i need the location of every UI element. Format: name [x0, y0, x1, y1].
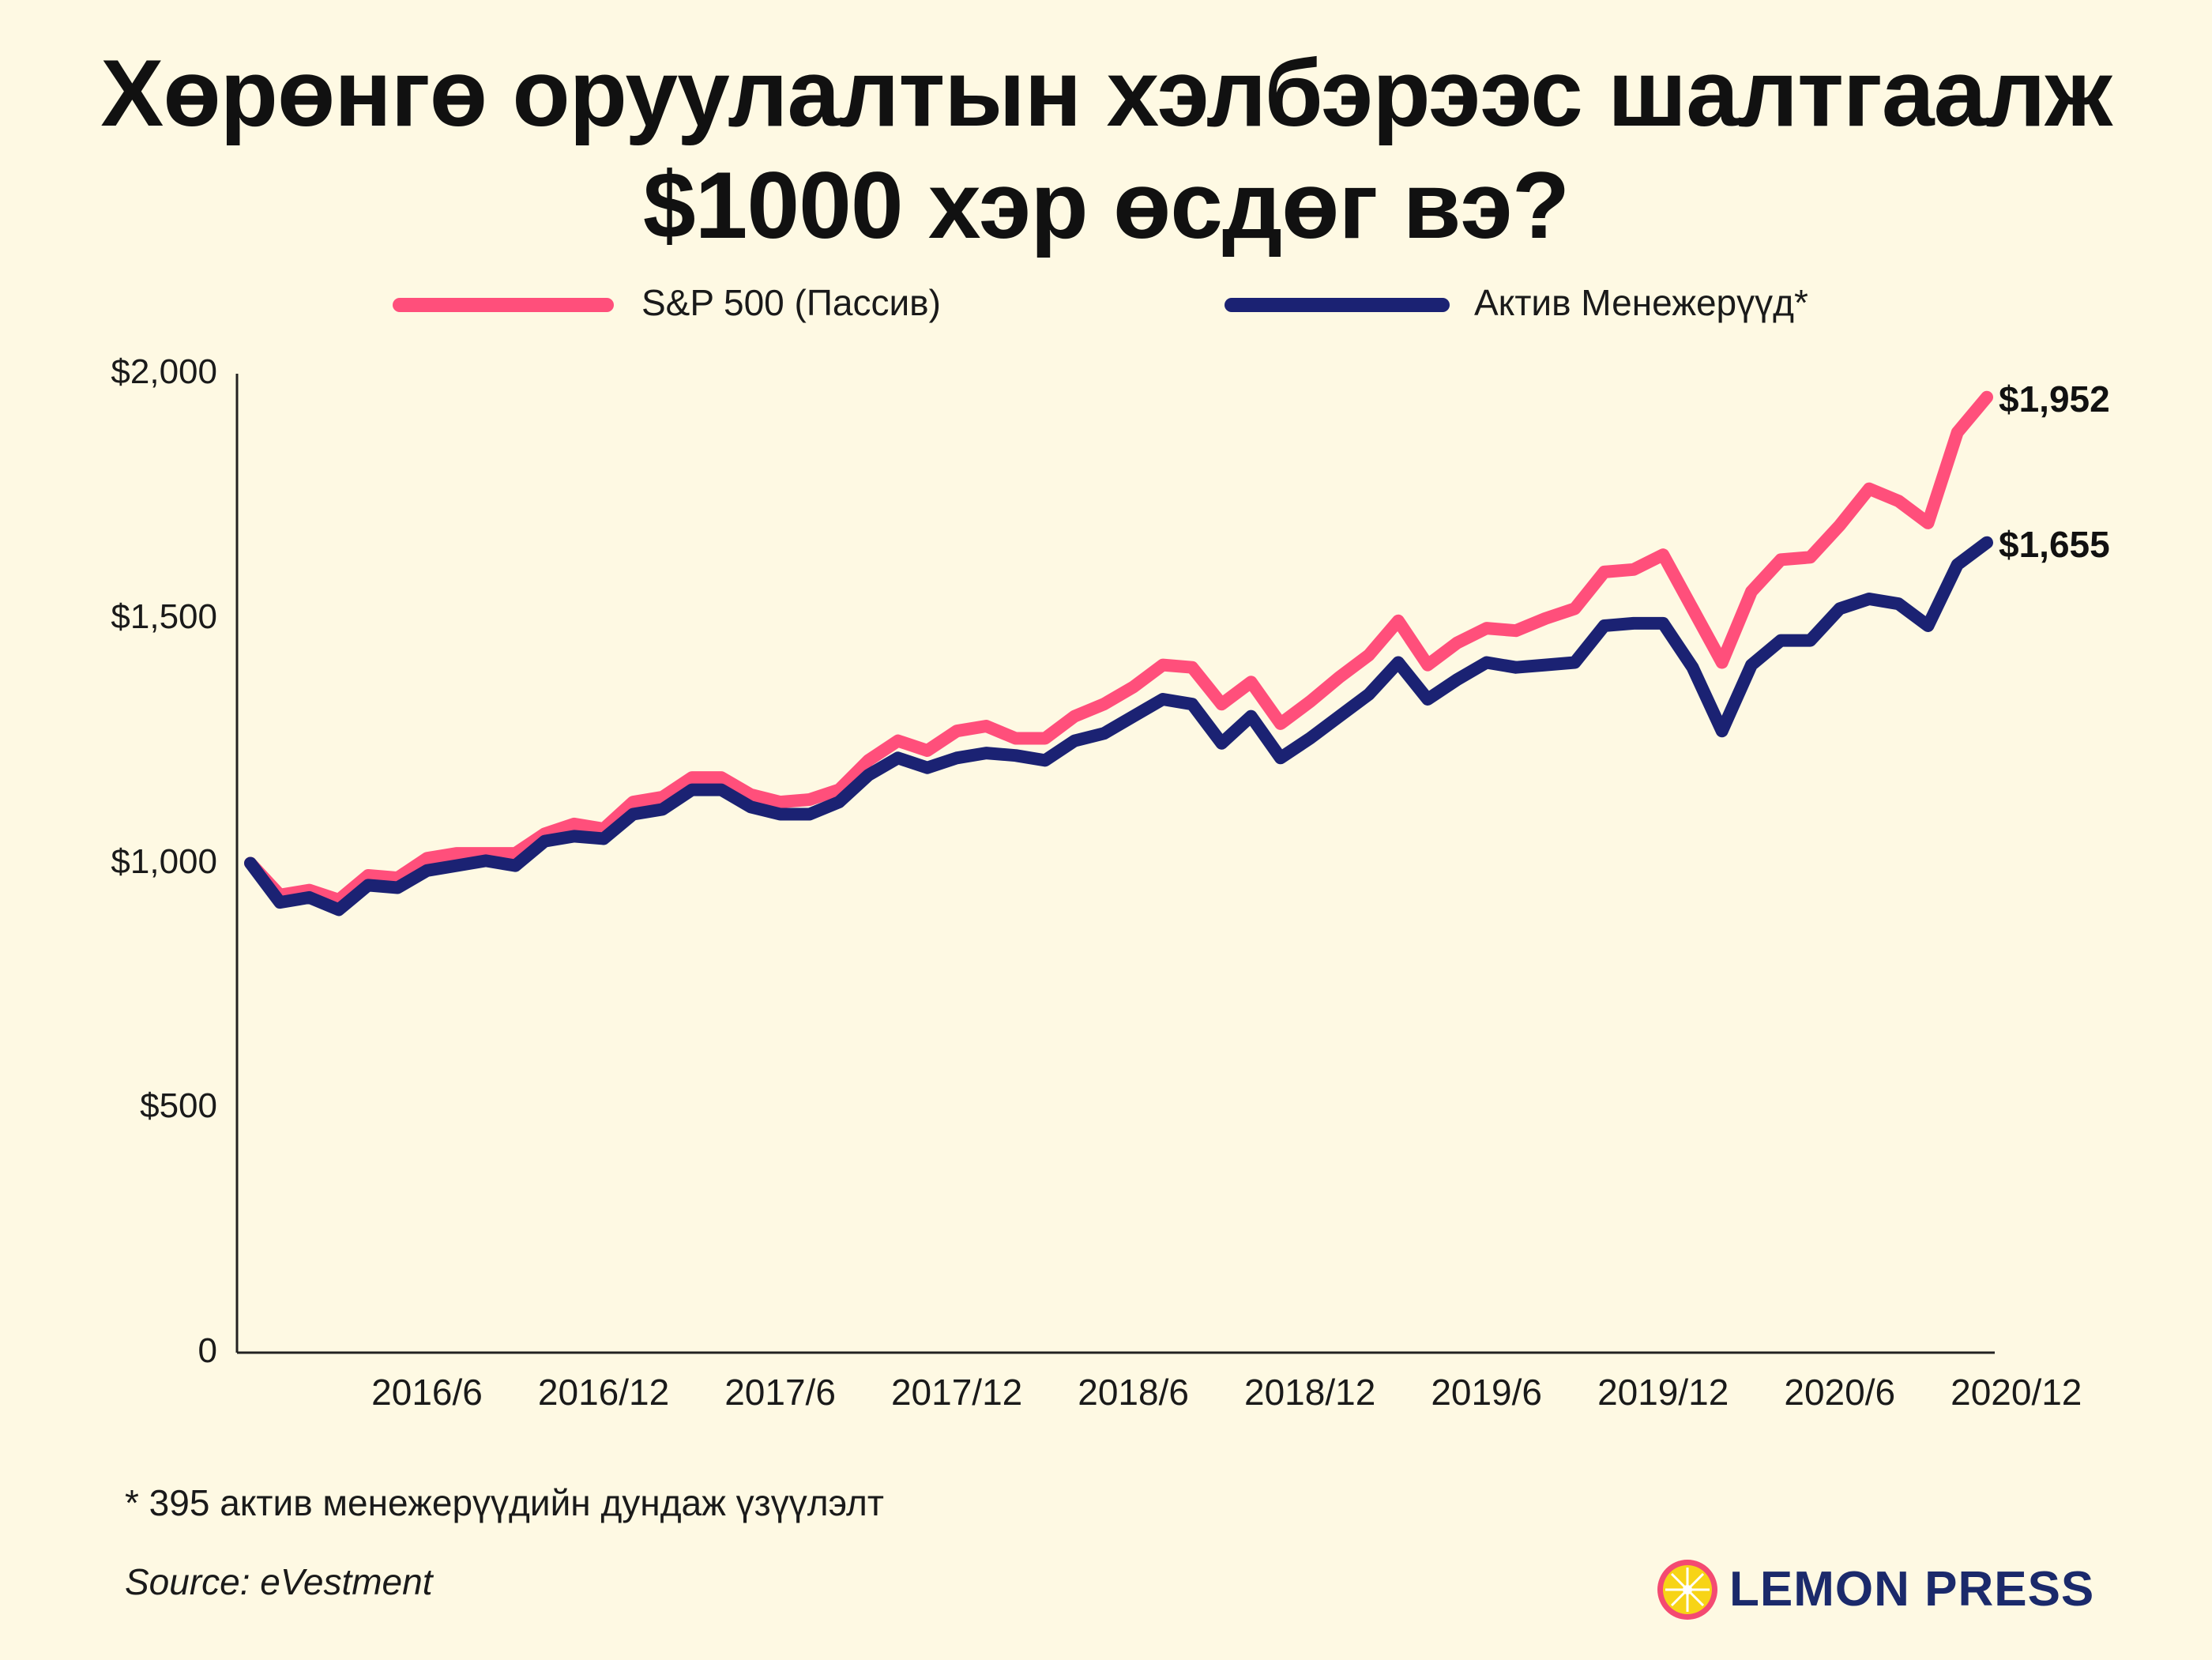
- y-tick-label: 0: [198, 1331, 217, 1370]
- series-line-sp500: [244, 390, 1993, 906]
- x-tick-label: 2020/12: [1951, 1372, 2082, 1413]
- logo-text: LEMON PRESS: [1729, 1562, 2095, 1617]
- y-tick-label: $1,500: [111, 597, 217, 636]
- series-line-active-managers: [244, 536, 1993, 917]
- source-note: Source: eVestment: [125, 1561, 433, 1602]
- x-tick-label: 2019/6: [1431, 1372, 1543, 1413]
- chart-title-line-1: Хөрөнгө оруулалтын хэлбэрээс шалтгаалж: [100, 40, 2112, 146]
- legend-swatch-sp500: [393, 298, 614, 312]
- lemon-press-logo: LEMON PRESS: [1655, 1556, 2094, 1623]
- footnote: * 395 актив менежерүүдийн дундаж үзүүлэл…: [125, 1482, 884, 1523]
- x-tick-label: 2017/6: [724, 1372, 836, 1413]
- y-tick-label: $1,000: [111, 841, 217, 881]
- end-label-active-managers: $1,655: [1999, 523, 2110, 565]
- x-tick-label: 2019/12: [1597, 1372, 1729, 1413]
- chart-title-line-2: $1000 хэр өсдөг вэ?: [642, 152, 1570, 258]
- lemon-slice-icon: [1657, 1560, 1717, 1620]
- end-label-sp500: $1,952: [1999, 378, 2110, 420]
- x-tick-label: 2016/12: [537, 1372, 670, 1413]
- x-tick-label: 2018/6: [1078, 1372, 1189, 1413]
- y-tick-label: $2,000: [111, 352, 217, 391]
- y-tick-label: $500: [140, 1086, 217, 1126]
- x-tick-label: 2018/12: [1244, 1372, 1376, 1413]
- x-tick-label: 2016/6: [371, 1372, 483, 1413]
- x-tick-label: 2017/12: [890, 1372, 1023, 1413]
- legend-swatch-active: [1224, 298, 1450, 312]
- x-tick-label: 2020/6: [1784, 1372, 1896, 1413]
- legend-label-sp500: S&P 500 (Пассив): [641, 282, 941, 323]
- legend-label-active: Актив Менежерүүд*: [1474, 282, 1808, 323]
